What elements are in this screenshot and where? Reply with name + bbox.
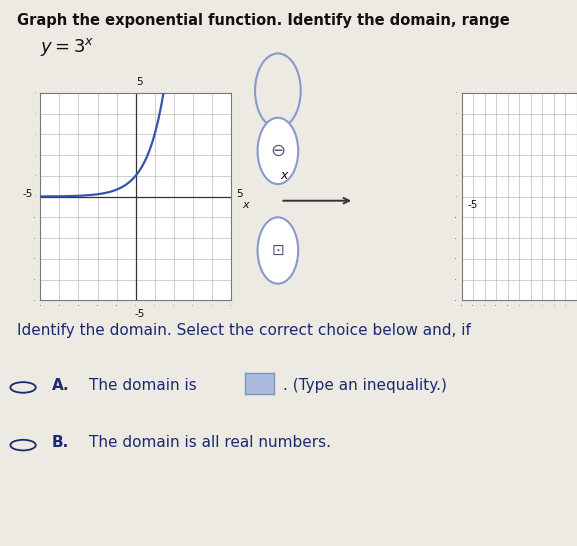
Text: 5: 5 [136, 76, 143, 87]
Text: -5: -5 [23, 189, 33, 199]
Text: Identify the domain. Select the correct choice below and, if: Identify the domain. Select the correct … [17, 323, 471, 337]
Text: ⊖: ⊖ [270, 142, 286, 160]
Circle shape [257, 217, 298, 284]
Text: The domain is all real numbers.: The domain is all real numbers. [89, 435, 331, 450]
Text: x: x [242, 200, 249, 210]
Text: 5: 5 [237, 189, 243, 199]
Text: B.: B. [52, 435, 69, 450]
Text: -5: -5 [134, 308, 145, 319]
Text: The domain is: The domain is [89, 377, 197, 393]
Text: Graph the exponential function. Identify the domain, range: Graph the exponential function. Identify… [17, 13, 510, 28]
Text: . (Type an inequality.): . (Type an inequality.) [283, 377, 447, 393]
Text: x: x [280, 169, 288, 182]
Text: ⊡: ⊡ [272, 243, 284, 258]
Text: $y = 3^x$: $y = 3^x$ [40, 36, 95, 58]
Text: A.: A. [52, 377, 70, 393]
Circle shape [257, 118, 298, 184]
Text: -5: -5 [467, 200, 478, 210]
